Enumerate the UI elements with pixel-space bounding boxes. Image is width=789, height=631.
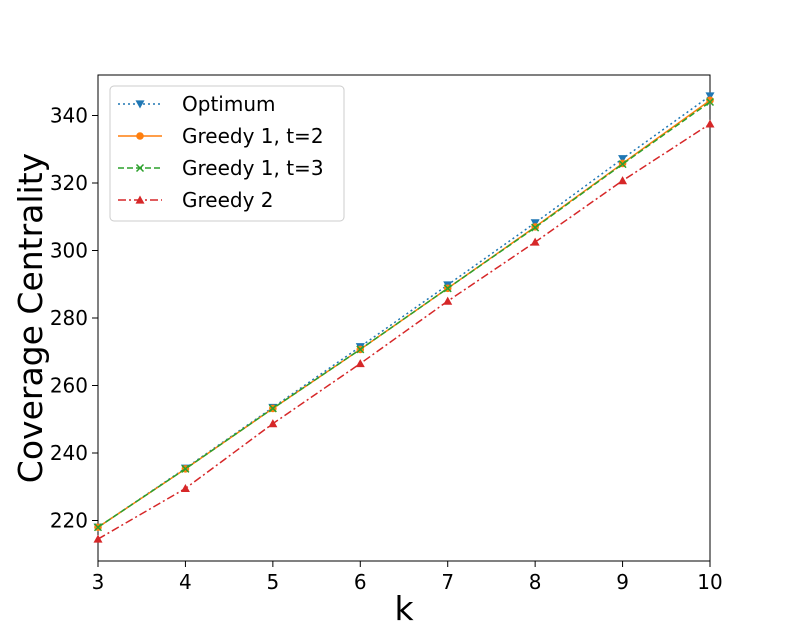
legend-entry: Greedy 1, t=2 [118, 124, 324, 148]
data-point [705, 92, 715, 101]
series-line [97, 123, 711, 540]
data-point [706, 96, 714, 105]
legend-entry: Greedy 1, t=3 [118, 156, 324, 180]
y-tick-label: 340 [50, 104, 88, 128]
x-tick-label: 8 [529, 570, 542, 594]
data-point [705, 119, 715, 128]
y-axis-label: Coverage Centrality [11, 153, 50, 483]
data-point [93, 523, 103, 532]
y-tick-label: 220 [50, 509, 88, 533]
y-tick-label: 240 [50, 441, 88, 465]
y-tick-label: 280 [50, 306, 88, 330]
x-tick-label: 9 [616, 570, 629, 594]
legend-label: Greedy 2 [182, 188, 274, 212]
x-axis-label: k [394, 589, 414, 628]
series-line [97, 95, 711, 528]
axis-ticks: 3 4 5 6 7 8 9 10 220 240 260 280 300 320 340 [50, 104, 723, 595]
y-tick-label: 260 [50, 374, 88, 398]
x-tick-label: 10 [697, 570, 722, 594]
data-point [268, 419, 278, 428]
data-point [355, 359, 365, 368]
legend-entry: Optimum [118, 92, 275, 116]
series-line [97, 101, 711, 528]
series-4 [93, 119, 715, 543]
legend-label: Greedy 1, t=2 [182, 124, 324, 148]
data-point [618, 176, 628, 185]
data-point [705, 97, 715, 107]
y-tick-label: 320 [50, 171, 88, 195]
data-point [181, 464, 190, 473]
legend-label: Optimum [182, 92, 275, 116]
legend-entry: Greedy 2 [118, 188, 274, 212]
x-tick-label: 5 [266, 570, 279, 594]
y-tick-label: 300 [50, 239, 88, 263]
legend: Optimum Greedy 1, t=2 Greedy 1, t=3 Greedy … [109, 85, 345, 222]
data-point [268, 404, 277, 413]
legend-marker [135, 100, 145, 109]
data-point [93, 534, 103, 543]
data-point [443, 296, 453, 305]
x-tick-label: 7 [441, 570, 454, 594]
data-point [356, 345, 365, 354]
plot-area [93, 74, 715, 562]
legend-box [109, 85, 345, 222]
data-point [618, 160, 627, 169]
legend-marker [135, 163, 145, 173]
series-3 [93, 97, 715, 532]
data-point [443, 284, 452, 293]
legend-label: Greedy 1, t=3 [182, 156, 324, 180]
data-point [180, 483, 190, 493]
x-tick-label: 6 [354, 570, 367, 594]
legend-marker [135, 195, 145, 204]
data-point [530, 237, 540, 246]
data-point [618, 155, 628, 164]
data-point [531, 223, 540, 232]
legend-marker [136, 132, 144, 140]
x-tick-label: 3 [92, 570, 105, 594]
x-tick-label: 4 [179, 570, 192, 594]
